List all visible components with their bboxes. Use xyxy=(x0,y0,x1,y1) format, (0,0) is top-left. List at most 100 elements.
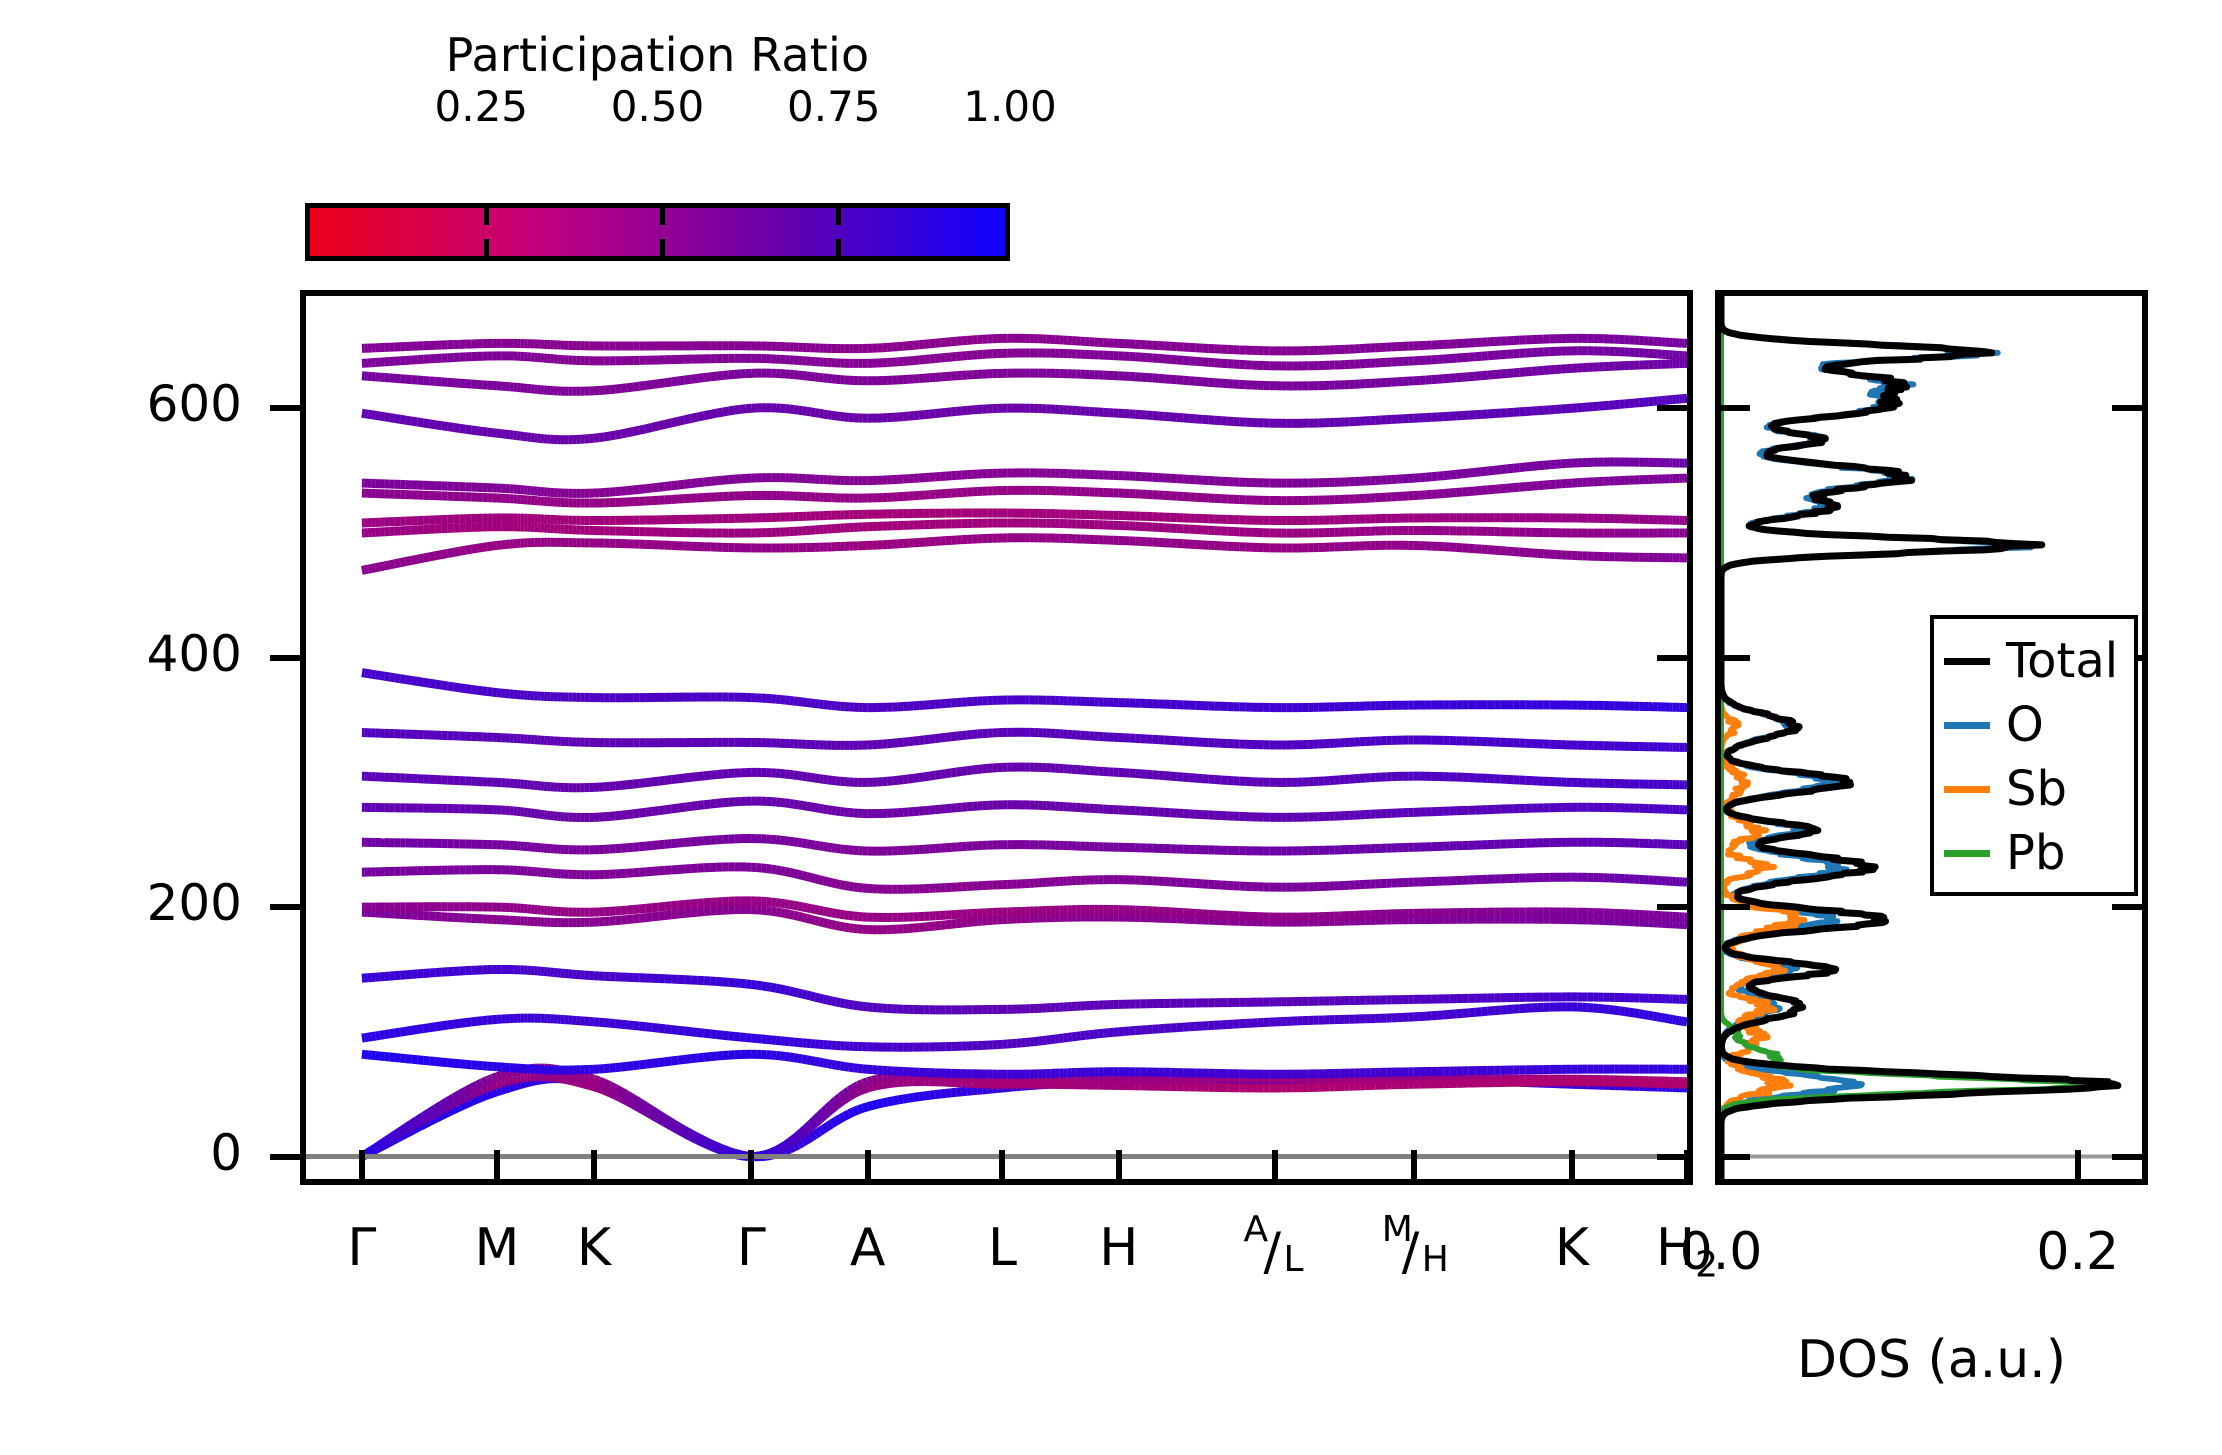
band-segment xyxy=(830,920,838,930)
band-segment xyxy=(923,734,931,745)
band-segment xyxy=(476,426,483,436)
band-segment xyxy=(818,1057,825,1068)
band-segment xyxy=(394,413,401,424)
band-segment xyxy=(1050,1034,1056,1045)
band-segment xyxy=(1525,481,1533,492)
band-segment xyxy=(512,1074,519,1085)
band-segment xyxy=(645,1022,653,1032)
band-segment xyxy=(393,558,402,569)
band-segment xyxy=(945,732,952,742)
band-segment xyxy=(651,806,660,816)
band-segment xyxy=(620,780,628,790)
band-segment xyxy=(961,1086,968,1097)
band-segment xyxy=(918,922,925,933)
colorbar-tick xyxy=(836,239,842,256)
band-segment xyxy=(740,1032,747,1043)
band-segment xyxy=(470,543,478,554)
band-segment xyxy=(526,1077,533,1087)
band-segment xyxy=(1493,1005,1502,1016)
band-segment xyxy=(638,778,647,788)
colorbar-tick xyxy=(660,208,665,225)
band-segment xyxy=(370,669,377,680)
band-segment xyxy=(709,1029,718,1040)
band-segment xyxy=(697,800,705,810)
band-segment xyxy=(1543,460,1551,470)
band-segment xyxy=(481,1015,488,1026)
band-segment xyxy=(1058,1033,1065,1044)
band-segment xyxy=(684,1054,692,1064)
band-segment xyxy=(810,802,816,813)
band-segment xyxy=(690,836,698,847)
band-segment xyxy=(797,800,804,810)
band-segment xyxy=(902,774,909,785)
band-segment xyxy=(779,984,787,995)
band-segment xyxy=(892,1078,899,1088)
band-segment xyxy=(829,1117,839,1128)
band-segment xyxy=(1664,1013,1670,1024)
band-segment xyxy=(486,687,493,697)
band-segment xyxy=(716,1030,724,1040)
band-segment xyxy=(801,771,808,782)
band-segment xyxy=(397,1126,409,1138)
band-segment xyxy=(844,922,850,933)
band-segment xyxy=(620,1019,628,1030)
band-segment xyxy=(1067,1032,1073,1042)
band-segment xyxy=(677,802,686,813)
band-segment xyxy=(388,1028,396,1039)
band-segment xyxy=(892,775,899,786)
band-segment xyxy=(453,682,461,693)
band-segment xyxy=(670,803,679,814)
band-segment xyxy=(814,699,820,709)
band-segment xyxy=(1437,471,1445,481)
band-segment xyxy=(1519,462,1527,473)
band-segment xyxy=(379,561,386,572)
band-segment xyxy=(770,897,777,908)
band-segment xyxy=(929,1090,936,1100)
band-segment xyxy=(897,1094,904,1105)
band-segment xyxy=(886,1078,894,1089)
band-segment xyxy=(379,411,386,422)
band-segment xyxy=(556,1073,562,1083)
band-segment xyxy=(760,981,768,991)
band-segment xyxy=(583,1079,591,1090)
band-segment xyxy=(950,731,957,742)
band-segment xyxy=(805,903,812,914)
band-segment xyxy=(810,904,817,914)
band-segment xyxy=(597,1076,606,1088)
band-segment xyxy=(827,775,833,785)
band-segment xyxy=(614,1019,622,1029)
band-segment xyxy=(971,764,978,775)
band-segment xyxy=(871,1081,879,1092)
band-segment xyxy=(791,1133,801,1145)
band-segment xyxy=(796,1138,805,1149)
band-segment xyxy=(587,1073,596,1084)
band-segment xyxy=(1487,465,1495,476)
colorbar-tick xyxy=(483,208,489,225)
band-segment xyxy=(638,841,647,852)
band-segment xyxy=(630,1100,642,1112)
band-segment xyxy=(651,840,659,851)
band-segment xyxy=(383,1029,391,1040)
band-segment xyxy=(447,1058,455,1068)
band-segment xyxy=(416,417,425,428)
band-segment xyxy=(384,1052,391,1062)
band-segment xyxy=(934,920,941,931)
band-segment xyxy=(464,544,473,555)
band-segment xyxy=(837,1095,848,1106)
band-segment xyxy=(955,766,963,777)
band-segment xyxy=(645,1058,653,1069)
band-segment xyxy=(373,1142,383,1153)
band-segment xyxy=(1462,487,1470,497)
band-segment xyxy=(422,418,431,429)
band-segment xyxy=(486,427,493,438)
band-segment xyxy=(690,478,699,488)
band-segment xyxy=(664,804,673,815)
band-segment xyxy=(690,907,698,918)
band-segment xyxy=(435,1057,443,1067)
band-segment xyxy=(770,906,777,917)
band-segment xyxy=(784,867,791,877)
band-segment xyxy=(441,1057,449,1068)
band-segment xyxy=(793,770,799,781)
band-segment xyxy=(780,1051,786,1061)
band-segment xyxy=(485,1088,494,1100)
